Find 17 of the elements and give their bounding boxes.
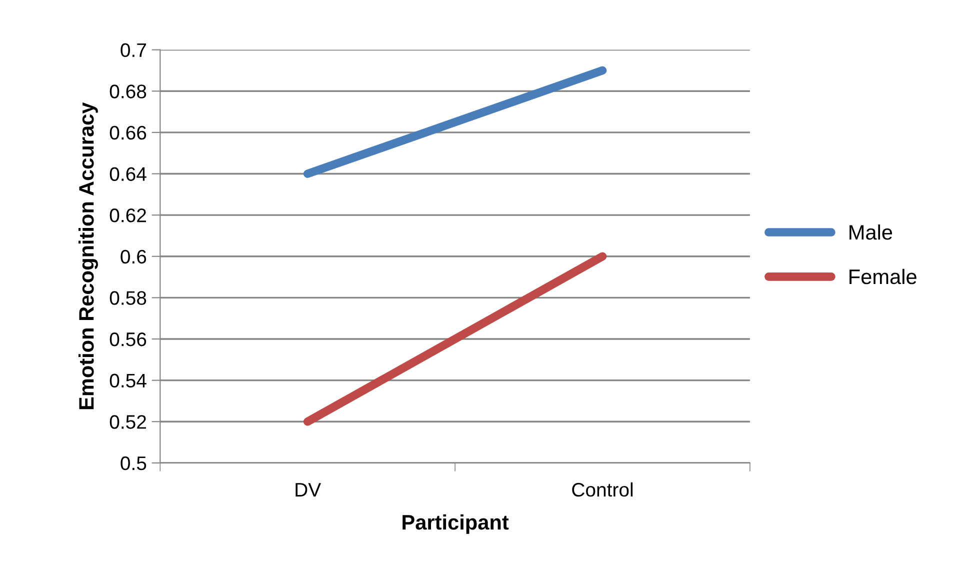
y-tick-label: 0.6 (120, 250, 146, 264)
y-tick-label: 0.66 (110, 126, 146, 140)
x-axis-title: Participant (402, 514, 509, 534)
y-tick-label: 0.52 (110, 415, 146, 429)
x-tick-label: Control (572, 482, 633, 497)
y-tick-label: 0.56 (110, 332, 146, 346)
x-tick-label: DV (296, 483, 322, 496)
y-tick-label: 0.62 (110, 208, 146, 222)
y-tick-label: 0.54 (110, 374, 146, 388)
y-tick-label: 0.5 (120, 456, 146, 470)
y-axis-title: Emotion Recognition Accuracy (78, 102, 98, 410)
y-tick-label: 0.64 (110, 167, 146, 181)
y-tick-label: 0.7 (120, 43, 146, 58)
legend-label: Male (850, 224, 892, 240)
y-tick-label: 0.58 (110, 291, 146, 305)
y-tick-label: 0.68 (110, 84, 146, 98)
legend-label: Female (850, 268, 916, 284)
